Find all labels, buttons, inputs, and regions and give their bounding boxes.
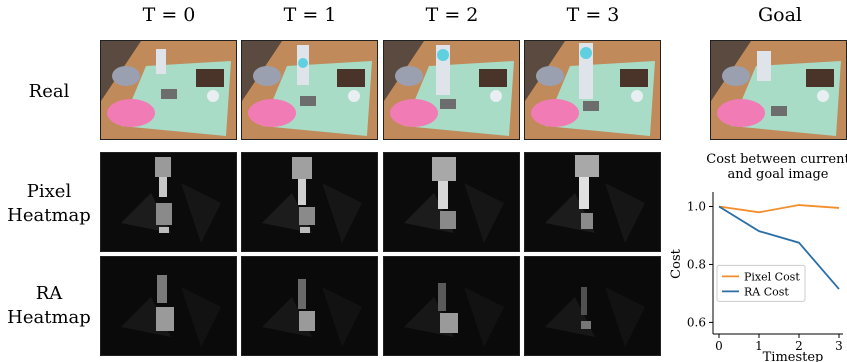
row-label-pixel-line1: Pixel xyxy=(26,181,72,202)
ra-heatmap-t2 xyxy=(383,256,520,356)
x-tick-label: 2 xyxy=(795,339,803,353)
legend-pixel-label: Pixel Cost xyxy=(744,270,800,283)
pixel-cost-line xyxy=(718,204,840,214)
x-tick-label: 1 xyxy=(755,339,763,353)
chart-xlabel: Timestep xyxy=(763,350,824,362)
real-image-t3 xyxy=(524,40,661,140)
row-label-real-text: Real xyxy=(28,81,70,102)
column-header-t0: T = 0 xyxy=(142,4,196,26)
ra-cost-line xyxy=(718,205,840,290)
x-tick-label: 0 xyxy=(715,339,723,353)
chart-title-line2: and goal image xyxy=(727,167,829,182)
column-header-t2: T = 2 xyxy=(425,4,479,26)
legend-ra-label: RA Cost xyxy=(744,285,789,298)
ra-heatmap-t1 xyxy=(241,256,378,356)
column-header-t3: T = 3 xyxy=(566,4,620,26)
real-image-t2 xyxy=(383,40,520,140)
pixel-heatmap-t0 xyxy=(100,152,237,252)
ra-heatmap-t0 xyxy=(100,256,237,356)
y-tick-label: 0.8 xyxy=(687,257,706,271)
real-image-goal xyxy=(710,40,847,140)
cost-line-chart: Cost Timestep 0 1 2 3 0.6 0.8 1.0 Pixel Cost RA … xyxy=(669,192,843,362)
row-label-ra-line1: RA xyxy=(35,283,63,304)
row-label-pixel-heatmap: Pixel Heatmap xyxy=(0,180,98,228)
column-header-goal: Goal xyxy=(757,4,803,26)
chart-title: Cost between current and goal image xyxy=(705,152,847,182)
pixel-heatmap-t2 xyxy=(383,152,520,252)
x-tick-label: 3 xyxy=(835,339,843,353)
y-tick-label: 0.6 xyxy=(687,315,706,329)
pixel-heatmap-t3 xyxy=(524,152,661,252)
row-label-ra-heatmap: RA Heatmap xyxy=(0,282,98,330)
ra-heatmap-t3 xyxy=(524,256,661,356)
column-header-t1: T = 1 xyxy=(283,4,337,26)
row-label-ra-line2: Heatmap xyxy=(7,307,91,328)
legend-box xyxy=(716,264,806,302)
row-label-pixel-line2: Heatmap xyxy=(7,205,91,226)
real-image-t1 xyxy=(241,40,378,140)
pixel-heatmap-t1 xyxy=(241,152,378,252)
real-image-t0 xyxy=(100,40,237,140)
y-tick-label: 1.0 xyxy=(687,199,706,213)
chart-ylabel: Cost xyxy=(669,248,684,278)
row-label-real: Real xyxy=(0,80,98,104)
chart-title-line1: Cost between current xyxy=(706,152,847,167)
